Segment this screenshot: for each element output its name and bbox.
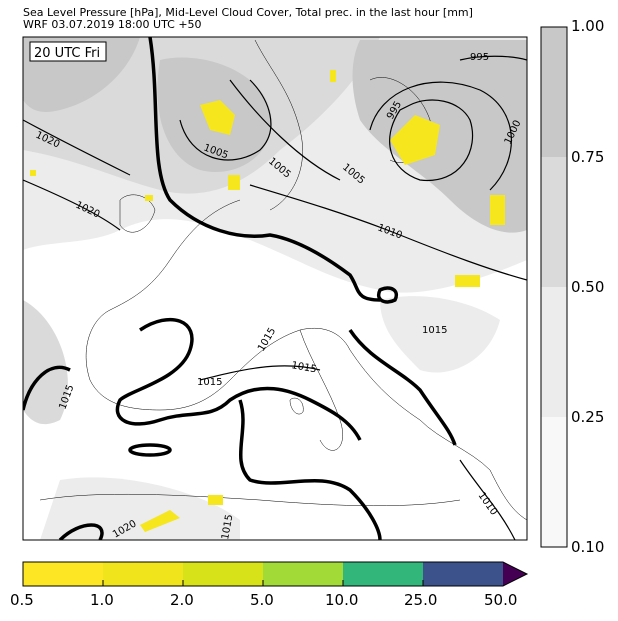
map-frame	[22, 36, 528, 541]
precip-tick: 2.0	[170, 591, 194, 609]
chart-title: Sea Level Pressure [hPa], Mid-Level Clou…	[23, 6, 473, 19]
precip-tick: 5.0	[250, 591, 274, 609]
contour-label: 1015	[220, 514, 235, 541]
cloud-colorbar	[540, 26, 568, 548]
cloud-tick: 0.25	[571, 408, 605, 426]
precip-tick: 10.0	[325, 591, 359, 609]
contour-label: 1015	[197, 377, 222, 388]
contour-label: 1015	[422, 325, 447, 336]
cloud-tick: 0.50	[571, 278, 605, 296]
precip-tick: 25.0	[404, 591, 438, 609]
cloud-tick: 0.10	[571, 538, 605, 556]
precipitation	[30, 70, 505, 532]
precip-tick: 50.0	[484, 591, 518, 609]
precip-tick: 1.0	[90, 591, 114, 609]
cloud-tick: 0.75	[571, 148, 605, 166]
precip-colorbar	[22, 561, 529, 587]
contour-label: 1015	[290, 360, 317, 375]
isobars	[23, 37, 527, 540]
time-label-box	[29, 41, 107, 62]
contour-label: 995	[470, 52, 489, 63]
time-label: 20 UTC Fri	[34, 46, 100, 61]
cloud-tick: 1.00	[571, 17, 605, 35]
precip-tick: 0.5	[10, 591, 34, 609]
chart-subtitle: WRF 03.07.2019 18:00 UTC +50	[23, 18, 202, 31]
